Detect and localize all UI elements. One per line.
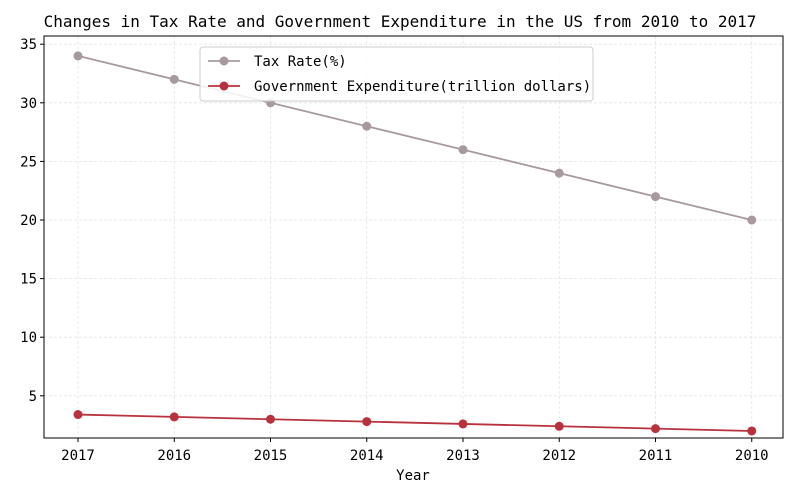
- plot-frame: [43, 35, 784, 439]
- series-1-point: [458, 145, 468, 155]
- x-tick-label: 2015: [254, 448, 288, 464]
- series-1-point: [169, 74, 179, 84]
- x-axis-label: Year: [396, 468, 430, 484]
- series-1-point: [651, 192, 660, 202]
- x-tick-label: 2011: [639, 448, 673, 464]
- y-tick-label: 25: [20, 154, 37, 170]
- y-axis: 5 10 15 20 25 30 35: [20, 37, 44, 405]
- series-2-point: [73, 410, 83, 420]
- x-tick-label: 2012: [542, 448, 576, 464]
- y-tick-label: 10: [20, 330, 37, 346]
- series-2-point: [651, 424, 660, 434]
- series-1-point: [362, 121, 372, 131]
- legend-marker-1: [219, 56, 229, 66]
- x-tick-label: 2014: [350, 448, 384, 464]
- series-2-point: [458, 419, 468, 429]
- y-tick-label: 20: [20, 213, 37, 229]
- grid-lines: [44, 36, 783, 438]
- x-tick-label: 2016: [157, 448, 191, 464]
- series-2-point: [169, 412, 179, 422]
- x-tick-label: 2010: [735, 448, 769, 464]
- y-tick-label: 30: [20, 96, 37, 112]
- x-tick-label: 2017: [61, 448, 95, 464]
- series-1-point: [73, 51, 83, 61]
- series-layer: [73, 51, 757, 436]
- series-2-point: [747, 426, 757, 436]
- legend: Tax Rate(%) Government Expenditure(trilli…: [199, 46, 594, 102]
- legend-label-2: Government Expenditure(trillion dollars): [254, 79, 591, 95]
- series-2-point: [554, 421, 564, 431]
- y-tick-label: 35: [20, 37, 37, 53]
- y-tick-label: 5: [29, 389, 37, 405]
- series-2-point: [266, 414, 275, 424]
- series-line-2: [77, 413, 752, 432]
- legend-marker-2: [219, 81, 229, 91]
- series-line-1: [77, 55, 752, 221]
- legend-label-1: Tax Rate(%): [254, 54, 347, 70]
- series-2-point: [362, 417, 372, 427]
- series-1-point: [747, 215, 757, 225]
- chart-title: Changes in Tax Rate and Government Expen…: [43, 12, 757, 31]
- x-tick-label: 2013: [446, 448, 480, 464]
- legend-box: [199, 46, 594, 102]
- x-axis: 2017 2016 2015 2014 2013 2012 2011 2010: [61, 438, 769, 464]
- y-tick-label: 15: [20, 272, 37, 288]
- series-1-point: [554, 168, 564, 178]
